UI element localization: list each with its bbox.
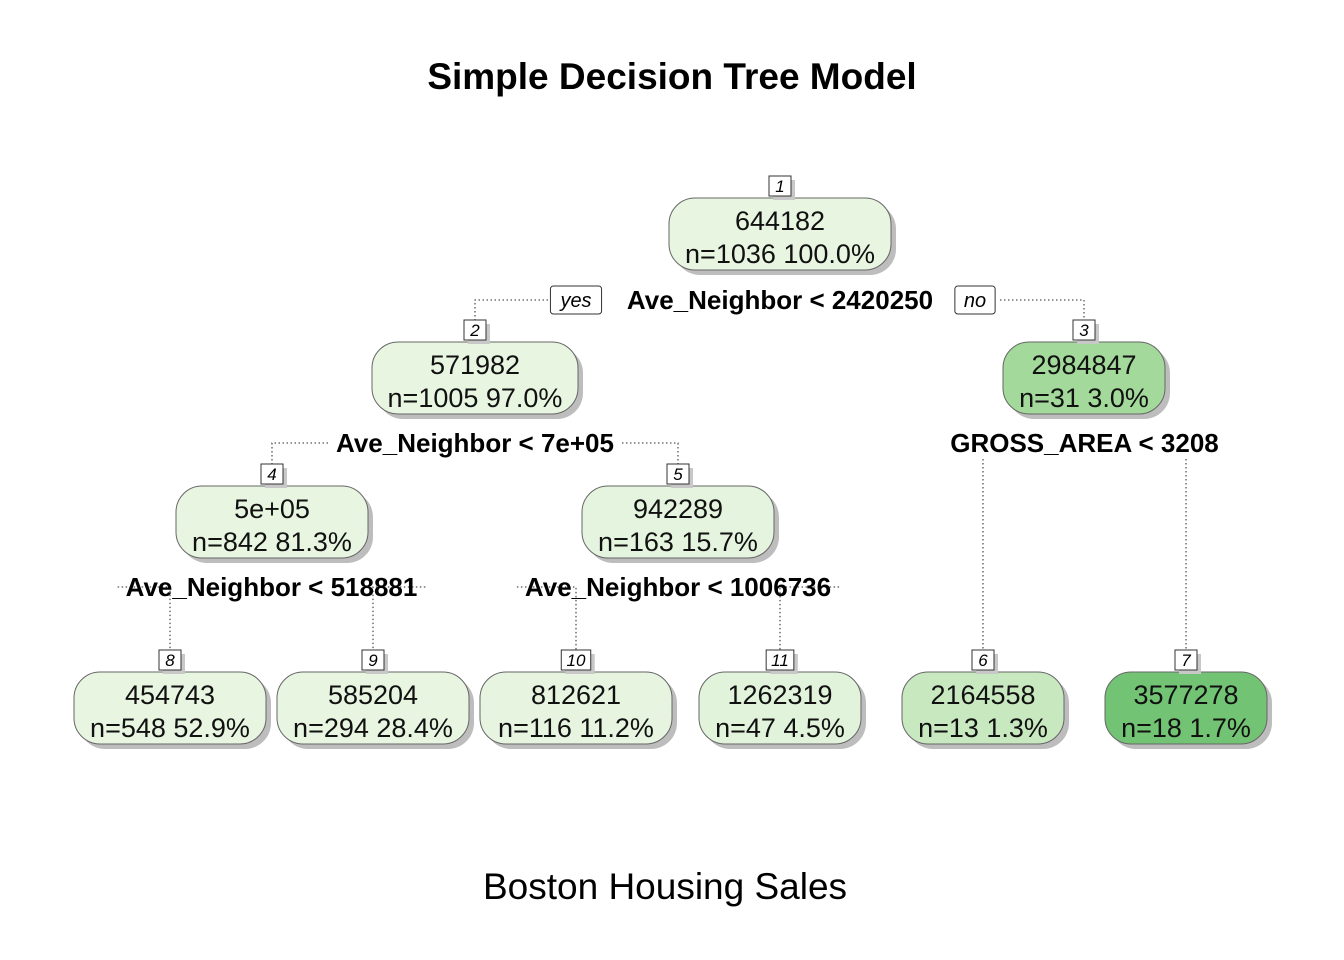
chart-title: Simple Decision Tree Model — [427, 56, 917, 97]
node-stats-4: n=842 81.3% — [192, 527, 352, 557]
split-label-node-1: Ave_Neighbor < 2420250 — [627, 285, 933, 315]
node-id-box-9 — [361, 649, 385, 671]
edge-line — [1000, 299, 1085, 324]
node-id-3: 3 — [1079, 321, 1089, 340]
node-value-2: 571982 — [430, 350, 520, 380]
chart-subtitle: Boston Housing Sales — [482, 866, 848, 907]
no-label-box — [954, 285, 996, 315]
node-value-9: 585204 — [328, 680, 418, 710]
node-value-4: 5e+05 — [234, 494, 310, 524]
node-stats-2: n=1005 97.0% — [388, 383, 563, 413]
node-stats-1: n=1036 100.0% — [685, 239, 875, 269]
node-stats-5: n=163 15.7% — [598, 527, 758, 557]
node-stats-10: n=116 11.2% — [498, 713, 654, 743]
node-id-box-1 — [768, 175, 792, 197]
node-id-box-3 — [1072, 319, 1096, 341]
edge-line — [621, 442, 679, 468]
node-stats-11: n=47 4.5% — [715, 713, 845, 743]
node-id-box-7 — [1174, 649, 1198, 671]
node-value-5: 942289 — [633, 494, 723, 524]
edge-line — [117, 586, 171, 654]
node-id-7: 7 — [1181, 651, 1191, 670]
node-stats-3: n=31 3.0% — [1019, 383, 1149, 413]
node-id-box-11 — [765, 649, 795, 671]
split-label-node-3: GROSS_AREA < 3208 — [950, 428, 1219, 458]
node-id-box-10 — [560, 649, 592, 671]
no-label: no — [964, 290, 986, 312]
node-value-1: 644182 — [735, 206, 825, 236]
node-id-box-4 — [260, 463, 284, 485]
node-id-box-8 — [158, 649, 182, 671]
edges-group — [117, 299, 1187, 654]
edge-line — [474, 299, 548, 324]
node-id-4: 4 — [267, 465, 276, 484]
node-id-box-5 — [666, 463, 690, 485]
node-id-box-6 — [971, 649, 995, 671]
node-id-1: 1 — [775, 177, 784, 196]
node-stats-9: n=294 28.4% — [293, 713, 453, 743]
yes-label-box — [549, 285, 603, 315]
yes-label: yes — [558, 290, 591, 312]
node-id-6: 6 — [978, 651, 988, 670]
node-id-box-2 — [463, 319, 487, 341]
node-id-11: 11 — [771, 651, 789, 670]
split-label-node-2: Ave_Neighbor < 7e+05 — [336, 428, 614, 458]
node-stats-8: n=548 52.9% — [90, 713, 250, 743]
node-id-8: 8 — [165, 651, 175, 670]
edge-line — [372, 586, 426, 654]
node-id-5: 5 — [673, 465, 683, 484]
node-stats-7: n=18 1.7% — [1121, 713, 1251, 743]
labels-group: Ave_Neighbor < 2420250 Ave_Neighbor < 7e+… — [126, 285, 1219, 602]
edge-line — [271, 442, 329, 468]
node-stats-6: n=13 1.3% — [918, 713, 1048, 743]
split-label-node-5: Ave_Neighbor < 1006736 — [525, 572, 831, 602]
node-id-9: 9 — [368, 651, 378, 670]
node-value-3: 2984847 — [1031, 350, 1136, 380]
node-value-10: 812621 — [531, 680, 621, 710]
node-id-10: 10 — [567, 651, 586, 670]
node-value-11: 1262319 — [727, 680, 832, 710]
split-label-node-4: Ave_Neighbor < 518881 — [126, 572, 418, 602]
node-value-8: 454743 — [125, 680, 215, 710]
node-value-7: 3577278 — [1133, 680, 1238, 710]
node-id-2: 2 — [469, 321, 480, 340]
node-value-6: 2164558 — [930, 680, 1035, 710]
